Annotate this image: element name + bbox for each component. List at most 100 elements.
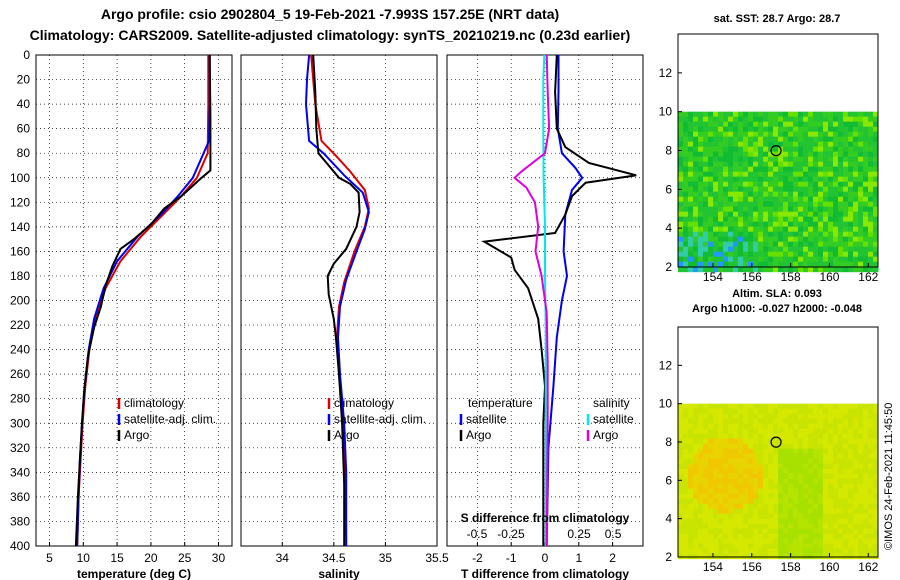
sal-legend-satellite-label: satellite-adj. clim. xyxy=(334,412,426,426)
sla-map-cell xyxy=(788,428,794,435)
sst-map-cell xyxy=(838,256,844,263)
sla-map-cell xyxy=(703,423,709,430)
sst-map-cell xyxy=(743,156,749,163)
sla-map-cell xyxy=(813,533,819,540)
sla-map-cell xyxy=(858,473,864,480)
sst-map-cell xyxy=(823,126,829,133)
sla-map-cell xyxy=(773,538,779,545)
sst-map-cell xyxy=(868,201,874,208)
sst-map-cell xyxy=(798,206,804,213)
sst-map-cell xyxy=(823,226,829,233)
sla-map-cell xyxy=(683,498,689,505)
sla-map-cell xyxy=(728,418,734,425)
sst-map-title: sat. SST: 28.7 Argo: 28.7 xyxy=(714,13,841,25)
sla-map-cell xyxy=(718,553,724,560)
sst-map-cell xyxy=(728,236,734,243)
sla-map-cell xyxy=(768,433,774,440)
sla-map-cell xyxy=(843,438,849,445)
sla-map-cell xyxy=(868,423,874,430)
sla-map-cell xyxy=(853,533,859,540)
sst-map-cell xyxy=(858,206,864,213)
sla-map-cell xyxy=(753,503,759,510)
sst-map-cell xyxy=(693,221,699,228)
sla-map-xtick-label: 162 xyxy=(858,560,878,574)
sla-map-cell xyxy=(833,448,839,455)
sst-map-cell xyxy=(678,216,684,223)
sla-map-cell xyxy=(773,433,779,440)
sst-map-cell xyxy=(808,166,814,173)
sla-map-cell xyxy=(728,453,734,460)
sst-map-cell xyxy=(708,166,714,173)
sla-map-cell xyxy=(843,433,849,440)
sla-map-cell xyxy=(688,493,694,500)
sst-map-cell xyxy=(683,131,689,138)
sst-map-cell xyxy=(858,116,864,123)
sla-map-cell xyxy=(843,428,849,435)
sst-map-cell xyxy=(718,226,724,233)
salinity-series-argo xyxy=(312,54,361,546)
sst-map-cell xyxy=(708,211,714,218)
sla-map-cell xyxy=(793,408,799,415)
sla-map-cell xyxy=(688,478,694,485)
sla-map-cell xyxy=(703,468,709,475)
sst-map-cell xyxy=(833,191,839,198)
sst-map-cell xyxy=(693,166,699,173)
sst-map-cell xyxy=(778,171,784,178)
sla-map-cell xyxy=(768,473,774,480)
sla-map-cell xyxy=(708,548,714,555)
sla-map-cell xyxy=(783,533,789,540)
sla-map-cell xyxy=(698,408,704,415)
sla-map-cell xyxy=(843,483,849,490)
sst-map-cell xyxy=(843,111,849,118)
sst-map-cell xyxy=(743,266,749,273)
sst-map-xtick-label: 158 xyxy=(781,270,801,284)
sst-map-cell xyxy=(688,186,694,193)
sst-map-cell xyxy=(783,246,789,253)
sst-map-cell xyxy=(728,266,734,273)
sst-map-cell xyxy=(833,231,839,238)
sst-map-cell xyxy=(698,181,704,188)
sla-map-cell xyxy=(848,483,854,490)
sla-map-cell xyxy=(733,543,739,550)
sst-map-cell xyxy=(798,261,804,268)
sst-map-cell xyxy=(683,186,689,193)
sla-map-cell xyxy=(788,513,794,520)
sst-map-cell xyxy=(778,116,784,123)
sst-map-cell xyxy=(838,221,844,228)
sla-map-cell xyxy=(783,443,789,450)
sla-map-cell xyxy=(853,403,859,410)
sla-map-cell xyxy=(743,533,749,540)
sst-map-cell xyxy=(758,191,764,198)
sst-map-cell xyxy=(798,171,804,178)
sst-map-cell xyxy=(823,186,829,193)
sla-map-cell xyxy=(723,403,729,410)
sst-map-cell xyxy=(863,251,869,258)
sst-map-cell xyxy=(873,171,879,178)
sla-map-cell xyxy=(678,413,684,420)
sst-map-cell xyxy=(773,151,779,158)
sla-map-cell xyxy=(688,448,694,455)
sla-map-cell xyxy=(773,448,779,455)
sst-map-cell xyxy=(843,201,849,208)
sla-map-cell xyxy=(698,483,704,490)
sst-map-cell xyxy=(738,211,744,218)
sla-map-cell xyxy=(783,513,789,520)
sst-map-cell xyxy=(808,171,814,178)
sst-map-cell xyxy=(773,156,779,163)
sst-map-cell xyxy=(728,196,734,203)
sst-map-cell xyxy=(873,126,879,133)
sst-map-cell xyxy=(788,266,794,273)
sst-map-cell xyxy=(788,166,794,173)
sla-map-cell xyxy=(748,553,754,560)
sst-map-cell xyxy=(838,116,844,123)
sst-map xyxy=(677,33,879,273)
sst-map-cell xyxy=(798,266,804,273)
sla-map-cell xyxy=(853,423,859,430)
sla-map-cell xyxy=(813,478,819,485)
sla-map-cell xyxy=(863,528,869,535)
sla-map-cell xyxy=(753,463,759,470)
sst-map-cell xyxy=(738,131,744,138)
sst-map-cell xyxy=(723,136,729,143)
sst-map-cell xyxy=(838,236,844,243)
sst-map-cell xyxy=(733,251,739,258)
